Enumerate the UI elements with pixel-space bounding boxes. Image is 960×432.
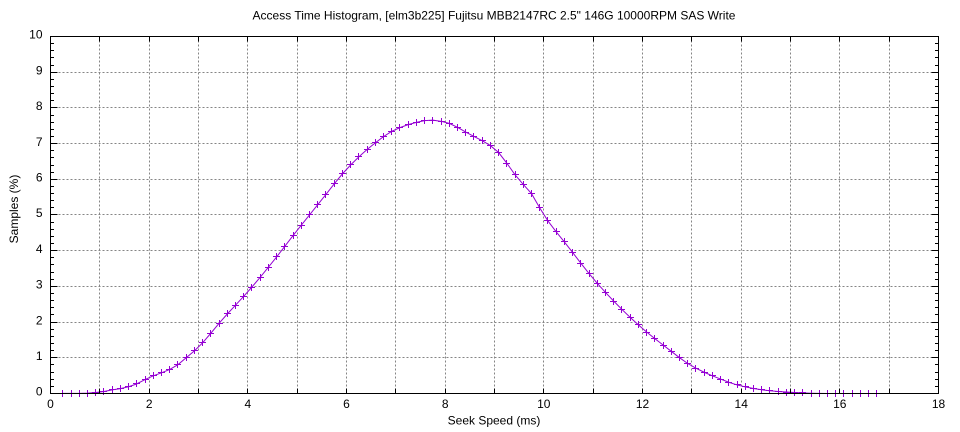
svg-text:Access Time Histogram, [elm3b2: Access Time Histogram, [elm3b225] Fujits… (253, 9, 736, 23)
svg-text:14: 14 (735, 397, 749, 411)
svg-text:8: 8 (442, 397, 449, 411)
svg-text:2: 2 (36, 313, 43, 327)
svg-text:0: 0 (47, 397, 54, 411)
svg-text:6: 6 (343, 397, 350, 411)
svg-text:6: 6 (36, 171, 43, 185)
svg-text:10: 10 (29, 28, 43, 42)
svg-text:4: 4 (244, 397, 251, 411)
svg-text:1: 1 (36, 349, 43, 363)
svg-text:18: 18 (932, 397, 946, 411)
svg-text:3: 3 (36, 278, 43, 292)
svg-text:12: 12 (636, 397, 650, 411)
svg-text:5: 5 (36, 206, 43, 220)
svg-text:10: 10 (537, 397, 551, 411)
svg-text:16: 16 (833, 397, 847, 411)
svg-text:Samples (%): Samples (%) (7, 175, 21, 244)
svg-text:Seek Speed (ms): Seek Speed (ms) (448, 414, 541, 428)
svg-text:7: 7 (36, 135, 43, 149)
svg-text:0: 0 (36, 385, 43, 399)
svg-text:4: 4 (36, 242, 43, 256)
svg-text:8: 8 (36, 99, 43, 113)
svg-text:9: 9 (36, 63, 43, 77)
svg-text:2: 2 (146, 397, 153, 411)
